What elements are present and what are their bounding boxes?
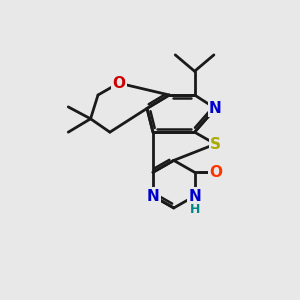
Text: O: O (209, 165, 222, 180)
Text: N: N (209, 101, 222, 116)
Text: H: H (189, 203, 200, 216)
Text: N: N (188, 189, 201, 204)
Text: S: S (210, 136, 221, 152)
Text: N: N (147, 189, 159, 204)
Text: O: O (112, 76, 125, 91)
